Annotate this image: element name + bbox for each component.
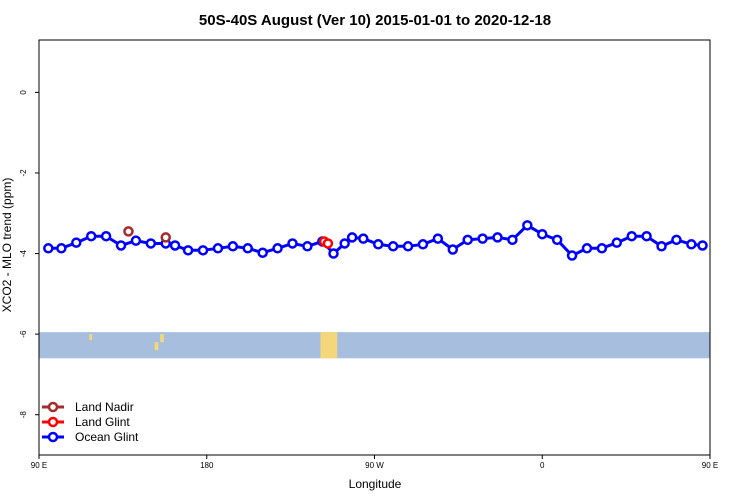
- data-point: [242, 243, 254, 254]
- data-point: [566, 250, 578, 261]
- data-point: [432, 233, 444, 244]
- ocean-band: [39, 332, 710, 359]
- y-tick-label: 0: [19, 90, 28, 95]
- data-point: [100, 230, 112, 242]
- data-point: [492, 232, 503, 243]
- legend-item: Land Glint: [42, 415, 130, 429]
- y-tick-label: -6: [19, 330, 28, 338]
- y-axis: 0 -2 -4 -6 -8: [19, 90, 39, 419]
- data-point: [56, 243, 67, 254]
- land-patch: [745, 334, 749, 344]
- data-point: [322, 238, 334, 249]
- y-tick-label: -4: [19, 249, 28, 257]
- data-point: [372, 239, 384, 250]
- data-point: [713, 227, 721, 235]
- y-tick-label: -8: [19, 411, 28, 419]
- data-point: [130, 235, 142, 246]
- data-point: [212, 243, 224, 254]
- legend-marker: [47, 431, 59, 443]
- data-point: [182, 245, 194, 256]
- series-land-nadir: [123, 226, 721, 243]
- x-axis-label: Longitude: [349, 477, 402, 491]
- land-patch: [89, 334, 93, 341]
- data-point: [641, 230, 652, 242]
- legend-item: Land Nadir: [42, 400, 134, 414]
- data-point: [462, 234, 473, 246]
- data-point: [346, 232, 358, 243]
- data-point: [656, 241, 667, 252]
- x-tick-label: 0: [540, 461, 545, 470]
- data-point: [611, 237, 623, 248]
- land-patch: [154, 342, 159, 351]
- data-point: [257, 247, 268, 258]
- chart-title: 50S-40S August (Ver 10) 2015-01-01 to 20…: [199, 12, 551, 29]
- data-point: [537, 228, 548, 240]
- data-point: [328, 248, 339, 259]
- legend-label: Land Glint: [75, 415, 130, 429]
- y-tick-label: -2: [19, 169, 28, 177]
- data-point: [417, 239, 429, 250]
- data-point: [169, 240, 181, 251]
- land-patch: [160, 334, 164, 343]
- data-point: [358, 233, 369, 244]
- data-point: [123, 226, 134, 237]
- data-point: [387, 241, 399, 252]
- data-point: [551, 234, 563, 246]
- data-point: [697, 240, 708, 251]
- map-band: [39, 332, 749, 359]
- data-point: [402, 241, 414, 252]
- data-point: [671, 234, 682, 246]
- x-tick-label: 90 W: [365, 461, 384, 470]
- data-point: [145, 238, 157, 249]
- data-point: [339, 238, 350, 249]
- legend-marker: [47, 401, 59, 413]
- legend-marker: [47, 416, 59, 428]
- legend-label: Ocean Glint: [75, 430, 139, 444]
- x-axis: 90 E 180 90 W 0 90 E: [31, 455, 718, 470]
- data-point: [596, 243, 608, 254]
- x-tick-label: 180: [200, 461, 214, 470]
- data-point: [626, 230, 637, 242]
- x-tick-label: 90 E: [31, 461, 47, 470]
- data-point: [686, 239, 697, 250]
- legend-item: Ocean Glint: [42, 430, 139, 444]
- data-point: [71, 237, 82, 248]
- data-point: [272, 243, 283, 254]
- data-point: [522, 220, 533, 231]
- data-point: [302, 241, 313, 252]
- legend-label: Land Nadir: [75, 400, 134, 414]
- data-point: [227, 241, 239, 252]
- x-tick-label: 90 E: [702, 461, 718, 470]
- land-patch: [740, 344, 744, 352]
- series-land-glint: [318, 236, 334, 249]
- data-point: [477, 233, 488, 244]
- data-point: [85, 230, 97, 242]
- data-point: [43, 243, 54, 254]
- land-patch: [717, 334, 720, 340]
- data-point: [115, 240, 127, 251]
- data-point: [581, 243, 593, 254]
- data-point: [287, 238, 298, 249]
- y-axis-label: XCO2 - MLO trend (ppm): [0, 178, 14, 313]
- data-point: [447, 244, 459, 255]
- land-patch: [320, 332, 338, 359]
- series-layer: [43, 220, 721, 261]
- data-point: [160, 232, 171, 243]
- data-point: [197, 245, 209, 256]
- series-ocean-glint: [43, 220, 708, 261]
- data-point: [507, 234, 518, 246]
